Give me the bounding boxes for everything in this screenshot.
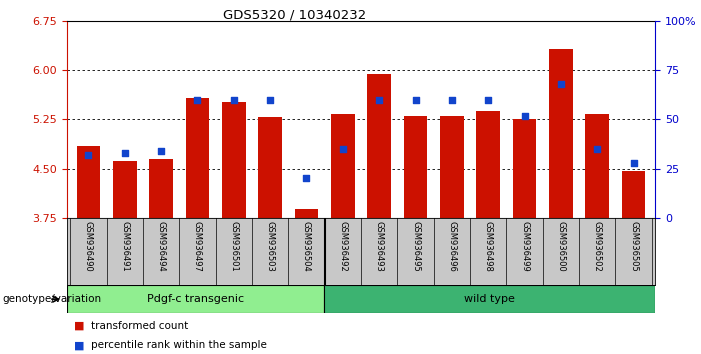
Bar — [477, 111, 500, 218]
Text: GSM936502: GSM936502 — [593, 221, 601, 272]
Text: wild type: wild type — [464, 294, 515, 304]
Point — [447, 97, 458, 103]
Bar — [67, 285, 324, 313]
Point — [264, 97, 275, 103]
Bar — [585, 114, 609, 218]
Bar — [549, 50, 573, 218]
Text: transformed count: transformed count — [91, 321, 189, 331]
Text: GSM936494: GSM936494 — [156, 221, 165, 272]
Bar — [294, 209, 318, 218]
Bar — [512, 119, 536, 218]
Text: GSM936496: GSM936496 — [447, 221, 456, 272]
Bar — [186, 98, 210, 218]
Text: GSM936503: GSM936503 — [266, 221, 275, 272]
Text: genotype/variation: genotype/variation — [2, 294, 101, 304]
Bar — [113, 161, 137, 218]
Bar — [404, 116, 428, 218]
Text: GSM936491: GSM936491 — [121, 221, 129, 272]
Bar — [622, 171, 646, 218]
Bar — [367, 74, 391, 218]
Bar — [149, 159, 173, 218]
Text: GSM936505: GSM936505 — [629, 221, 638, 272]
Point — [555, 81, 566, 87]
Text: GSM936490: GSM936490 — [84, 221, 93, 272]
Point — [410, 97, 421, 103]
Bar — [440, 116, 463, 218]
Point — [192, 97, 203, 103]
Text: Pdgf-c transgenic: Pdgf-c transgenic — [147, 294, 244, 304]
Bar — [259, 117, 282, 218]
Bar — [222, 102, 245, 218]
Text: GSM936495: GSM936495 — [411, 221, 420, 272]
Point — [374, 97, 385, 103]
Text: GSM936498: GSM936498 — [484, 221, 493, 272]
Text: percentile rank within the sample: percentile rank within the sample — [91, 340, 267, 350]
Text: GDS5320 / 10340232: GDS5320 / 10340232 — [223, 9, 366, 22]
Point — [83, 152, 94, 158]
Point — [337, 146, 348, 152]
Text: GSM936497: GSM936497 — [193, 221, 202, 272]
Text: GSM936492: GSM936492 — [339, 221, 347, 272]
Point — [119, 150, 130, 156]
Point — [229, 97, 240, 103]
Bar — [331, 114, 355, 218]
Text: GSM936500: GSM936500 — [557, 221, 566, 272]
Point — [628, 160, 639, 166]
Text: GSM936501: GSM936501 — [229, 221, 238, 272]
Point — [301, 176, 312, 181]
Bar — [76, 146, 100, 218]
Text: ■: ■ — [74, 321, 84, 331]
Point — [519, 113, 530, 118]
Text: GSM936499: GSM936499 — [520, 221, 529, 272]
Text: GSM936504: GSM936504 — [302, 221, 311, 272]
Point — [156, 148, 167, 154]
Text: GSM936493: GSM936493 — [375, 221, 383, 272]
Point — [592, 146, 603, 152]
Point — [482, 97, 494, 103]
Bar — [324, 285, 655, 313]
Text: ■: ■ — [74, 340, 84, 350]
